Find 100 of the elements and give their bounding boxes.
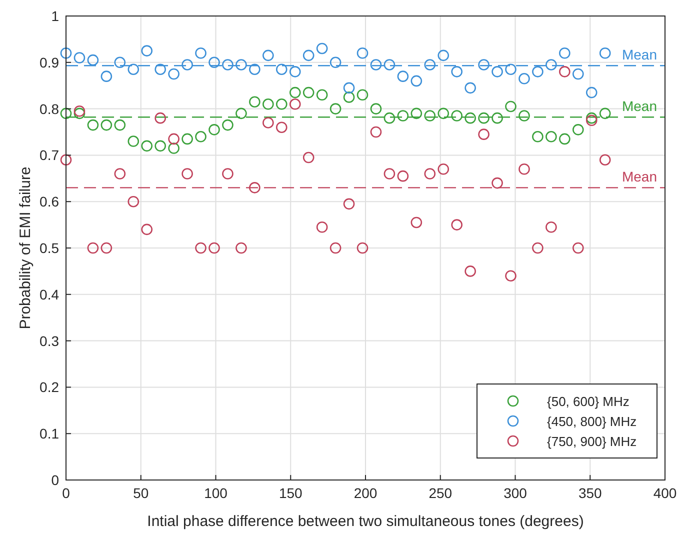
x-tick-label: 200 xyxy=(354,485,378,501)
point xyxy=(356,89,368,101)
point xyxy=(141,224,153,236)
y-tick-label: 0.4 xyxy=(40,286,60,302)
point xyxy=(464,112,476,124)
point xyxy=(546,130,557,142)
point xyxy=(330,242,342,254)
point xyxy=(438,50,450,62)
point xyxy=(599,47,611,59)
point xyxy=(195,47,206,59)
point xyxy=(249,96,260,108)
y-tick-label: 0.8 xyxy=(40,100,60,117)
y-tick-label: 0.1 xyxy=(40,426,60,442)
point xyxy=(586,86,598,98)
point xyxy=(384,112,396,124)
legend-label: {50, 600} MHz xyxy=(547,394,630,409)
point xyxy=(100,70,112,82)
point xyxy=(397,170,409,182)
point xyxy=(546,59,557,70)
point xyxy=(208,242,220,254)
point xyxy=(100,119,112,131)
point xyxy=(262,98,274,110)
point xyxy=(492,177,503,189)
point xyxy=(236,242,247,254)
point xyxy=(168,133,180,145)
ref-line-label: Mean xyxy=(622,46,657,63)
point xyxy=(424,168,436,180)
point xyxy=(182,59,193,70)
point xyxy=(87,242,99,254)
point xyxy=(222,59,234,70)
x-tick-label: 0 xyxy=(62,485,70,501)
point xyxy=(74,105,86,117)
x-tick-label: 150 xyxy=(278,485,303,501)
point xyxy=(599,108,611,120)
point xyxy=(424,59,436,70)
point xyxy=(384,168,396,180)
point xyxy=(236,108,247,120)
point xyxy=(343,92,355,103)
ref-line-label: Mean xyxy=(622,168,657,185)
point xyxy=(478,128,490,140)
y-tick-label: 0.9 xyxy=(40,54,60,70)
point xyxy=(518,72,530,84)
point xyxy=(424,110,436,122)
point xyxy=(60,47,72,59)
point xyxy=(289,86,301,98)
legend-label: {450, 800} MHz xyxy=(547,414,637,429)
point xyxy=(182,168,193,180)
point xyxy=(586,112,598,124)
point xyxy=(330,56,342,68)
point xyxy=(438,108,450,120)
point xyxy=(397,70,409,82)
x-tick-label: 250 xyxy=(428,485,452,501)
point xyxy=(397,110,409,122)
point xyxy=(559,47,570,59)
point xyxy=(74,108,86,120)
point xyxy=(451,110,462,122)
y-tick-label: 0.2 xyxy=(40,379,60,396)
point xyxy=(532,66,544,78)
point xyxy=(154,140,166,152)
point xyxy=(222,168,234,180)
point xyxy=(262,117,274,128)
point xyxy=(330,103,342,114)
x-tick-label: 50 xyxy=(133,485,149,501)
point xyxy=(249,182,260,194)
x-tick-label: 300 xyxy=(504,485,528,501)
x-tick-label: 100 xyxy=(204,485,228,501)
point xyxy=(302,86,314,98)
point xyxy=(572,242,584,254)
point xyxy=(451,66,462,78)
ref-line-label: Mean xyxy=(622,98,657,114)
point xyxy=(208,56,220,68)
point xyxy=(249,64,260,76)
point xyxy=(343,198,355,210)
point xyxy=(316,42,328,54)
point xyxy=(276,64,288,76)
point xyxy=(276,98,288,110)
point xyxy=(276,122,288,134)
y-axis-title: Probability of EMI failure xyxy=(17,166,34,330)
x-tick-label: 350 xyxy=(578,485,602,501)
x-axis-title: Intial phase difference between two simultaneous tones (degrees) xyxy=(147,513,584,530)
point xyxy=(384,59,396,70)
point xyxy=(87,119,99,131)
point xyxy=(572,68,584,80)
point xyxy=(236,59,247,70)
point xyxy=(289,98,301,110)
y-tick-label: 0.3 xyxy=(40,332,60,349)
point xyxy=(154,112,166,124)
point xyxy=(195,242,206,254)
point xyxy=(141,140,153,152)
point xyxy=(532,130,544,142)
point xyxy=(356,242,368,254)
point xyxy=(182,133,193,145)
point xyxy=(168,142,180,154)
point xyxy=(316,221,328,233)
point xyxy=(410,216,422,228)
point xyxy=(128,196,140,208)
x-tick-label: 400 xyxy=(653,485,677,501)
point xyxy=(141,45,153,56)
point xyxy=(505,64,516,76)
y-tick-label: 0 xyxy=(51,472,60,488)
